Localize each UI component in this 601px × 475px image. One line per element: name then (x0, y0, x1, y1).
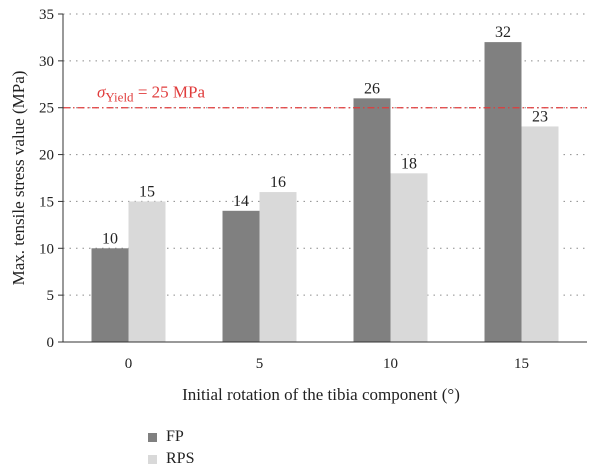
axes: 0 5 10 15 20 25 30 35 0 5 10 15 (39, 7, 587, 372)
data-label: 32 (495, 24, 511, 41)
legend-item-rps: RPS (148, 448, 194, 470)
yield-subscript: Yield (105, 90, 134, 105)
y-tick-label: 30 (39, 54, 54, 70)
data-label: 23 (532, 108, 548, 125)
bar-rps-0 (128, 201, 166, 342)
y-tick-label: 15 (39, 194, 54, 210)
yield-symbol: σ (97, 83, 106, 102)
x-tick-label: 0 (125, 356, 133, 372)
bar-fp-5 (222, 210, 260, 342)
y-tick-label: 0 (47, 335, 55, 351)
data-label: 16 (270, 174, 286, 191)
reference-line: σYield = 25 MPa (63, 83, 587, 109)
data-labels: 10 15 14 16 26 18 32 23 (102, 24, 548, 247)
bar-fp-0 (91, 248, 129, 342)
bar-fp-10 (353, 98, 391, 342)
bar-rps-15 (521, 126, 559, 342)
data-label: 26 (364, 80, 380, 97)
legend-swatch (148, 432, 157, 442)
x-tick-label: 5 (256, 356, 264, 372)
bars (91, 42, 559, 342)
bar-rps-10 (390, 173, 428, 342)
y-tick-label: 5 (47, 288, 55, 304)
data-label: 18 (401, 155, 417, 172)
x-axis-title: Initial rotation of the tibia component … (182, 385, 460, 404)
y-tick-label: 35 (39, 7, 54, 23)
legend-item-fp: FP (148, 426, 194, 448)
data-label: 14 (233, 193, 249, 210)
y-tick-label: 20 (39, 148, 54, 164)
y-tick-label: 10 (39, 241, 54, 257)
bar-fp-15 (484, 42, 522, 342)
bar-rps-5 (259, 192, 297, 342)
data-label: 10 (102, 230, 118, 247)
legend-swatch (148, 454, 157, 464)
legend-label: RPS (166, 450, 195, 467)
legend: FP RPS (148, 426, 194, 470)
yield-label: σYield = 25 MPa (97, 83, 205, 105)
data-label: 15 (139, 183, 155, 200)
x-tick-label: 15 (514, 356, 529, 372)
yield-value: = 25 MPa (134, 83, 206, 102)
y-tick-label: 25 (39, 101, 54, 117)
x-tick-label: 10 (383, 356, 398, 372)
legend-label: FP (166, 428, 184, 445)
y-axis-title: Max. tensile stress value (MPa) (9, 71, 28, 286)
